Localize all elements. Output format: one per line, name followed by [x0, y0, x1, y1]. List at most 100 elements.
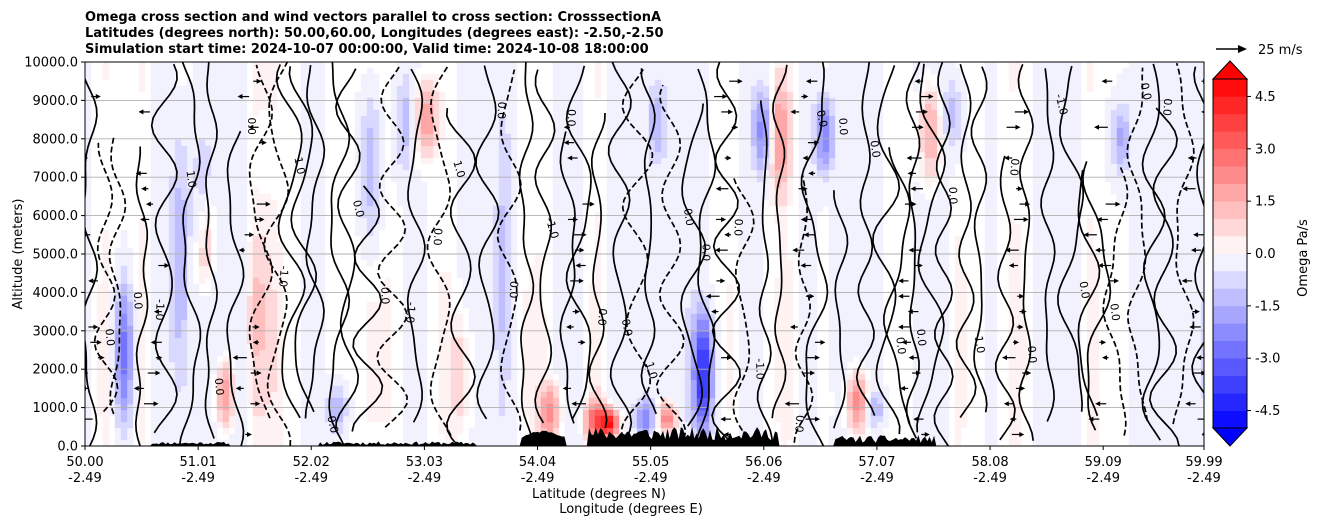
omega-fill-band	[606, 421, 614, 429]
quiver-key-label: 25 m/s	[1258, 43, 1303, 58]
wind-vector-head	[562, 385, 568, 391]
wind-vector-head	[814, 355, 820, 361]
wind-vector-head	[1101, 339, 1107, 345]
wind-vector-head	[140, 216, 146, 222]
wind-vector-head	[1088, 416, 1094, 422]
wind-vector-head	[805, 78, 811, 84]
colorbar-segment	[1213, 218, 1247, 237]
wind-vector-head	[138, 109, 144, 115]
colorbar-segment	[1213, 201, 1247, 219]
wind-vector-head	[1201, 370, 1204, 376]
contour-line	[335, 68, 361, 430]
contour-line-negative	[376, 65, 408, 428]
wind-vector-head	[589, 201, 595, 207]
wind-vector-head	[1115, 201, 1121, 207]
wind-vector-head	[898, 324, 904, 330]
colorbar-segment	[1213, 79, 1247, 97]
wind-vector-head	[575, 263, 581, 269]
y-tick-label: 4000.0	[33, 286, 79, 301]
contour-line	[178, 62, 202, 446]
wind-vector-head	[580, 339, 586, 345]
contour-line	[1017, 64, 1035, 441]
wind-vector-head	[802, 155, 808, 161]
contour-label: 0.0	[700, 244, 713, 262]
wind-vector-head	[724, 232, 730, 238]
wind-vector-head	[579, 247, 585, 253]
contour-label: 0.0	[103, 328, 117, 347]
wind-vector-head	[1113, 278, 1119, 284]
contour-line	[518, 62, 535, 446]
wind-vector-head	[814, 140, 820, 146]
wind-vector-head	[809, 293, 815, 299]
wind-vector-head	[1097, 263, 1103, 269]
wind-vector-head	[898, 278, 904, 284]
wind-vector-head	[907, 309, 913, 315]
wind-vector-head	[150, 339, 156, 345]
wind-vector-head	[571, 401, 577, 407]
wind-vector-head	[581, 232, 587, 238]
colorbar-segment	[1213, 148, 1247, 167]
colorbar-ticks: -4.5 -3.0 -1.5 0.0 1.5 3.0 4.5	[1247, 90, 1280, 419]
wind-vector-head	[1024, 109, 1030, 115]
wind-vector-head	[1023, 216, 1029, 222]
contour-line	[994, 155, 1016, 441]
x-tick-label-lon: -2.49	[408, 471, 442, 486]
wind-vector-head	[910, 186, 916, 192]
wind-vector-head	[914, 78, 920, 84]
wind-vector-head	[249, 232, 255, 238]
colorbar-segment	[1213, 305, 1247, 324]
colorbar-segment	[1213, 393, 1247, 411]
wind-vector-head	[79, 417, 84, 422]
contour-line-negative	[655, 84, 687, 446]
wind-vector-head	[1026, 370, 1032, 376]
wind-vector-head	[1020, 385, 1026, 391]
wind-vector-head	[721, 216, 727, 222]
colorbar-segments	[1213, 79, 1247, 429]
contour-line	[1057, 65, 1085, 412]
wind-vector-head	[789, 324, 795, 330]
contour-label: 0.0	[893, 336, 908, 355]
wind-vector-head	[574, 309, 580, 315]
wind-vector-head	[1206, 417, 1211, 422]
wind-vector-head	[1008, 263, 1014, 269]
wind-vector-head	[259, 216, 265, 222]
contour-line	[1040, 68, 1056, 422]
contour-line	[1077, 169, 1101, 417]
x-tick-label-lon: -2.49	[68, 471, 102, 486]
wind-vector-head	[1101, 78, 1107, 84]
wind-vector-head	[907, 170, 913, 176]
wind-vector-head	[1095, 401, 1101, 407]
contour-label: 0.0	[792, 415, 806, 433]
wind-vector-head	[726, 155, 732, 161]
wind-vector-head	[901, 339, 907, 345]
contour-label: 0.0	[507, 281, 521, 299]
contour-line	[916, 63, 946, 433]
colorbar-segment	[1213, 288, 1247, 307]
wind-vector-head	[911, 201, 917, 207]
wind-vector-head	[722, 94, 728, 100]
x-tick-label-lon: -2.49	[181, 471, 215, 486]
wind-vector-head	[1189, 324, 1195, 330]
wind-vector-head	[1201, 110, 1204, 114]
wind-vector-head	[1003, 401, 1009, 407]
wind-vector-head	[246, 431, 252, 437]
y-tick-label: 7000.0	[33, 171, 79, 186]
contour-label: 0.0	[1138, 82, 1154, 102]
wind-vector-head	[1102, 355, 1108, 361]
colorbar-tick-label: -1.5	[1255, 299, 1280, 314]
contour-line-negative	[496, 69, 522, 431]
contour-label: 0.0	[350, 199, 367, 219]
contour-label: 0.0	[731, 218, 745, 236]
wind-vector-head	[1015, 124, 1021, 130]
x-tick-label-lat: 56.06	[745, 455, 782, 470]
colorbar: -4.5 -3.0 -1.5 0.0 1.5 3.0 4.5 Omega Pa/s	[1211, 60, 1311, 447]
wind-vector-head	[1194, 309, 1200, 315]
wind-vector-head	[917, 263, 923, 269]
wind-vector-head	[803, 94, 809, 100]
colorbar-label: Omega Pa/s	[1296, 219, 1311, 297]
contour-line	[933, 62, 954, 446]
contour-label: 0.0	[946, 187, 959, 205]
wind-vector-head	[237, 94, 243, 100]
wind-vector-head	[248, 124, 254, 130]
wind-vector-head	[1025, 201, 1031, 207]
